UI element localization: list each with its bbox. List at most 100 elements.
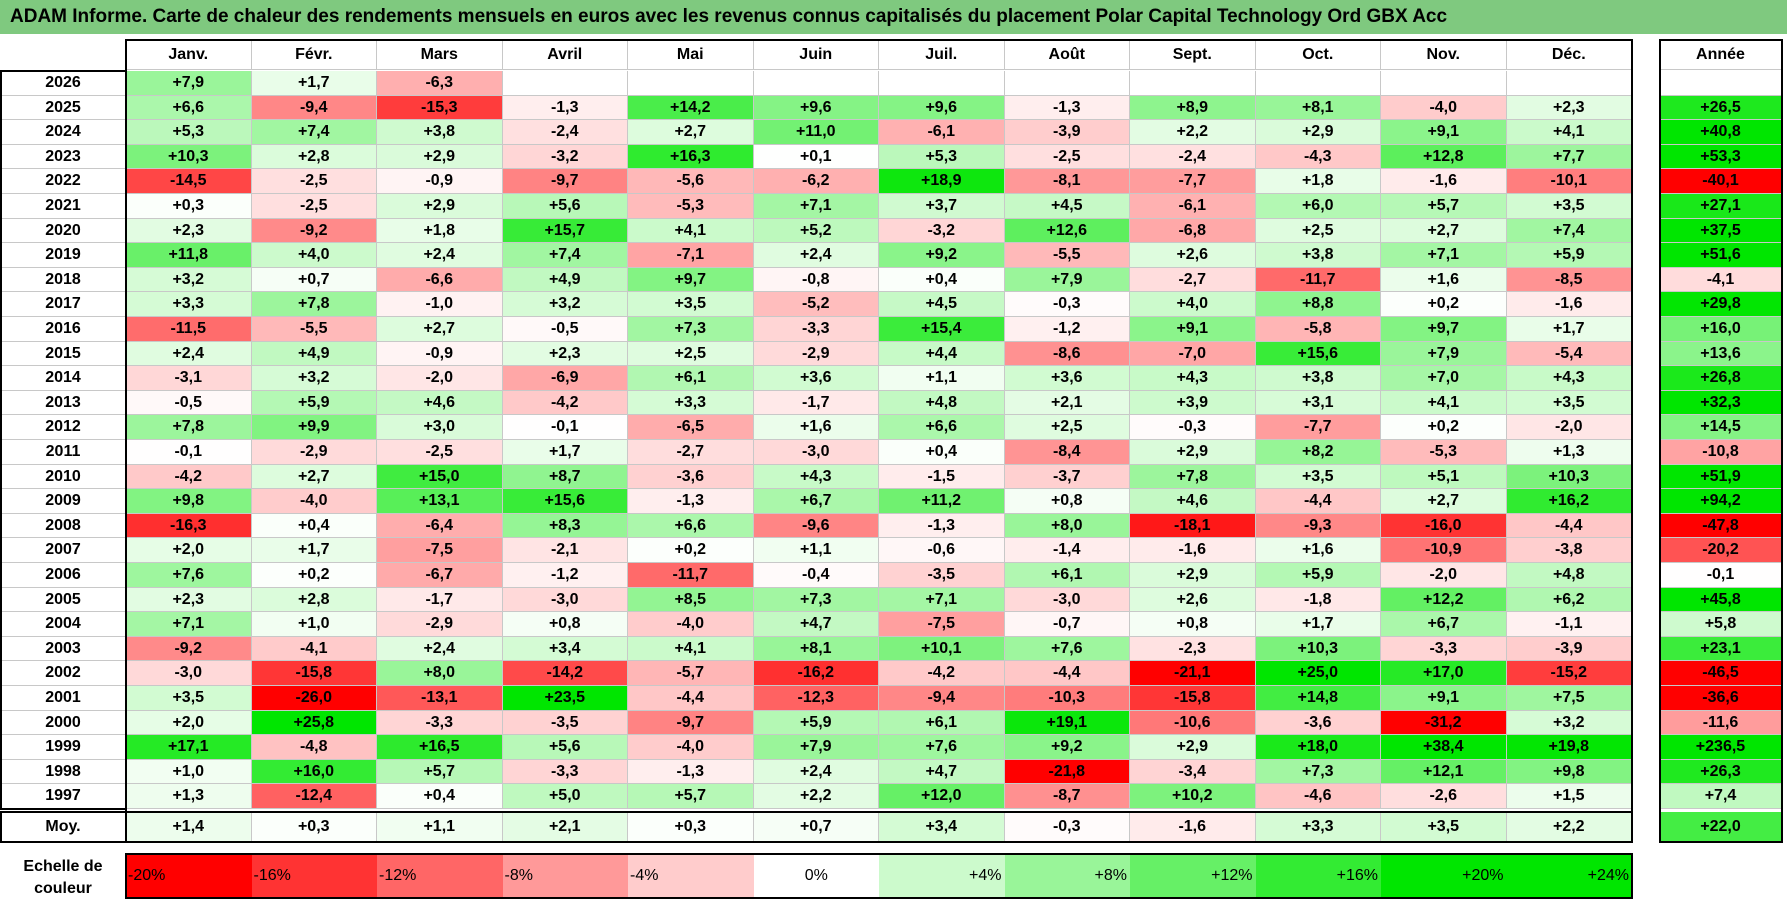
heatmap-cell: -3,7 — [1004, 464, 1130, 490]
heatmap-cell: +0,4 — [879, 440, 1005, 465]
annual-cell: -10,8 — [1660, 440, 1782, 465]
heatmap-cell: -2,0 — [1506, 415, 1632, 440]
heatmap-cell: +11,8 — [126, 243, 252, 268]
heatmap-cell: +3,3 — [126, 292, 252, 317]
heatmap-cell: +2,9 — [377, 194, 503, 219]
year-label: 2014 — [0, 366, 126, 391]
heatmap-cell: +4,0 — [1130, 292, 1256, 317]
annual-cell: +29,8 — [1660, 292, 1782, 317]
heatmap-cell: -6,7 — [377, 563, 503, 588]
heatmap-cell — [1506, 71, 1632, 96]
average-cell: +0,7 — [753, 812, 879, 842]
color-scale-step: -20% — [126, 854, 252, 898]
heatmap-cell: -2,9 — [377, 612, 503, 637]
annual-cell: +26,3 — [1660, 759, 1782, 785]
year-label: 2008 — [0, 513, 126, 539]
heatmap-cell: -3,3 — [377, 710, 503, 736]
average-cell: +3,3 — [1255, 812, 1381, 842]
month-header: Avril — [502, 40, 628, 70]
heatmap-cell: +4,1 — [628, 636, 754, 662]
heatmap-cell: +12,0 — [879, 784, 1005, 809]
color-scale-label: Echelle de couleur — [0, 852, 126, 902]
heatmap-cell: -31,2 — [1381, 710, 1507, 736]
heatmap-cell: -15,3 — [377, 95, 503, 121]
heatmap-cell: +5,7 — [1381, 194, 1507, 219]
heatmap-cell: -15,2 — [1506, 661, 1632, 686]
heatmap-cell: +6,6 — [126, 95, 252, 121]
heatmap-cell: +4,6 — [1130, 489, 1256, 514]
heatmap-cell: +4,9 — [502, 267, 628, 293]
heatmap-cell: +2,8 — [251, 144, 377, 170]
average-cell: +0,3 — [251, 812, 377, 842]
heatmap-cell: -4,2 — [502, 390, 628, 416]
heatmap-cell: -3,9 — [1004, 120, 1130, 145]
annual-cell: -20,2 — [1660, 538, 1782, 563]
year-label: 2017 — [0, 292, 126, 317]
heatmap-cell: -6,6 — [377, 267, 503, 293]
heatmap-cell: +9,1 — [1130, 317, 1256, 342]
heatmap-cell: +7,6 — [879, 735, 1005, 760]
heatmap-cell: -10,3 — [1004, 686, 1130, 711]
heatmap-cell: -12,4 — [251, 784, 377, 809]
heatmap-cell: -8,6 — [1004, 341, 1130, 367]
heatmap-cell: +2,3 — [1506, 95, 1632, 121]
heatmap-cell: +3,2 — [251, 366, 377, 391]
heatmap-cell: +7,8 — [126, 415, 252, 440]
heatmap-cell: +3,5 — [628, 292, 754, 317]
heatmap-cell: +3,9 — [1130, 390, 1256, 416]
heatmap-cell: +3,2 — [502, 292, 628, 317]
annual-cell: +37,5 — [1660, 218, 1782, 244]
heatmap-cell: +9,8 — [126, 489, 252, 514]
heatmap-cell: -5,3 — [628, 194, 754, 219]
heatmap-cell: -0,4 — [753, 563, 879, 588]
year-label: 2001 — [0, 686, 126, 711]
heatmap-cell: -21,1 — [1130, 661, 1256, 686]
average-cell: +2,1 — [502, 812, 628, 842]
heatmap-cell: +2,7 — [1381, 489, 1507, 514]
heatmap-cell: +3,5 — [1506, 390, 1632, 416]
heatmap-cell: -8,1 — [1004, 169, 1130, 194]
heatmap-cell: -8,4 — [1004, 440, 1130, 465]
year-label: 2012 — [0, 415, 126, 440]
heatmap-cell: +10,3 — [126, 144, 252, 170]
heatmap-cell: +16,5 — [377, 735, 503, 760]
month-header: Sept. — [1130, 40, 1256, 70]
year-label: 2026 — [0, 71, 126, 96]
heatmap-cell: +0,8 — [1130, 612, 1256, 637]
heatmap-cell: -16,0 — [1381, 513, 1507, 539]
heatmap-cell: +5,9 — [1255, 563, 1381, 588]
annual-cell: +27,1 — [1660, 194, 1782, 219]
heatmap-cell: +4,5 — [879, 292, 1005, 317]
year-label: 2018 — [0, 267, 126, 293]
year-label: 2007 — [0, 538, 126, 563]
heatmap-cell: +5,0 — [502, 784, 628, 809]
heatmap-cell: -2,4 — [502, 120, 628, 145]
heatmap-cell: -1,3 — [628, 759, 754, 785]
year-label: 2004 — [0, 612, 126, 637]
heatmap-cell: +6,6 — [628, 513, 754, 539]
heatmap-cell: +0,8 — [1004, 489, 1130, 514]
heatmap-cell: -3,2 — [502, 144, 628, 170]
heatmap-cell: +15,0 — [377, 464, 503, 490]
year-label: 2024 — [0, 120, 126, 145]
heatmap-cell: -12,3 — [753, 686, 879, 711]
heatmap-cell: +7,1 — [126, 612, 252, 637]
heatmap-cell: +5,7 — [377, 759, 503, 785]
heatmap-cell: +9,6 — [879, 95, 1005, 121]
heatmap-cell: -26,0 — [251, 686, 377, 711]
annual-cell — [1660, 71, 1782, 96]
heatmap-cell: +6,7 — [753, 489, 879, 514]
heatmap-cell: +5,3 — [879, 144, 1005, 170]
heatmap-cell: +3,1 — [1255, 390, 1381, 416]
heatmap-cell: +0,8 — [502, 612, 628, 637]
month-header: Févr. — [251, 40, 377, 70]
heatmap-cell: +15,4 — [879, 317, 1005, 342]
heatmap-cell: +1,3 — [126, 784, 252, 809]
heatmap-cell: -4,3 — [1255, 144, 1381, 170]
heatmap-cell: -3,0 — [502, 587, 628, 613]
annual-cell: -4,1 — [1660, 267, 1782, 293]
heatmap-cell: +4,3 — [1130, 366, 1256, 391]
heatmap-cell: -5,5 — [251, 317, 377, 342]
heatmap-cell: -5,7 — [628, 661, 754, 686]
year-label: 2002 — [0, 661, 126, 686]
